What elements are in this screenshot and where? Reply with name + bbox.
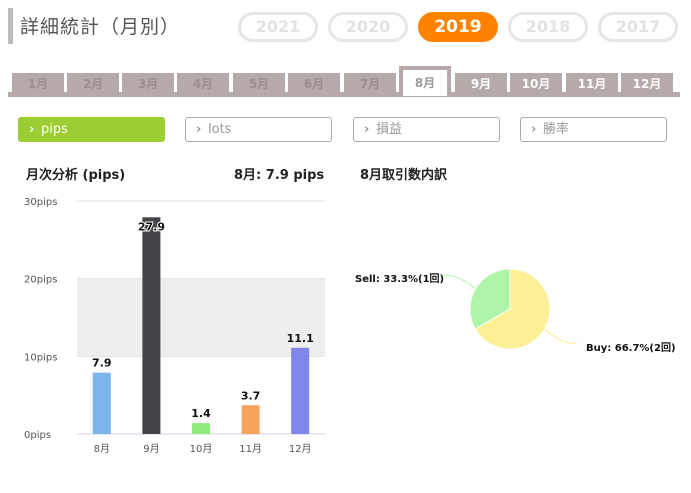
tab-month-1[interactable]: 1月	[12, 73, 64, 95]
monthly-analysis-title: 月次分析 (pips)	[26, 168, 126, 183]
tab-month-8[interactable]: 8月	[399, 66, 451, 96]
bar[interactable]	[291, 347, 310, 434]
tab-month-5[interactable]: 5月	[233, 73, 285, 95]
tab-month-6[interactable]: 6月	[288, 73, 340, 95]
y-tick-label: 10pips	[24, 352, 57, 363]
tab-month-2[interactable]: 2月	[67, 73, 119, 95]
chevron-right-icon: ›	[196, 122, 202, 137]
bar-value-label: 3.7	[241, 389, 261, 402]
current-month-value: 8月: 7.9 pips	[234, 168, 325, 183]
y-tick-label: 30pips	[24, 197, 57, 208]
x-tick-label: 10月	[190, 443, 213, 455]
y-tick-label: 20pips	[24, 275, 57, 286]
bar-value-label: 27.9	[138, 220, 165, 233]
pie-label-sell: Sell: 33.3%(1回)	[355, 274, 445, 285]
chevron-right-icon: ›	[531, 122, 537, 137]
y-tick-label: 0pips	[24, 430, 51, 441]
trade-breakdown-title: 8月取引数内訳	[360, 168, 448, 183]
year-button-2021[interactable]: 2021	[238, 12, 318, 42]
tab-month-7[interactable]: 7月	[344, 73, 396, 95]
month-tabs: 1月 2月 3月 4月 5月 6月 7月 8月 9月 10月 11月 12月	[0, 66, 691, 98]
bar-value-label: 7.9	[92, 357, 112, 370]
metric-button-profit[interactable]: › 損益	[353, 117, 500, 142]
x-tick-label: 9月	[143, 443, 159, 455]
page-title: 詳細統計（月別）	[20, 16, 181, 38]
pie-connector	[544, 328, 579, 345]
metric-button-lots[interactable]: › lots	[185, 117, 332, 142]
tab-month-3[interactable]: 3月	[122, 73, 174, 95]
year-button-2017[interactable]: 2017	[598, 12, 678, 42]
pie-connector	[443, 274, 476, 290]
chevron-right-icon: ›	[364, 122, 370, 137]
metric-label: lots	[208, 122, 232, 137]
tab-month-11[interactable]: 11月	[566, 73, 618, 95]
grid-band	[77, 278, 325, 357]
bar-value-label: 1.4	[191, 407, 211, 420]
bar[interactable]	[142, 217, 161, 434]
metric-label: 損益	[376, 122, 403, 137]
x-tick-label: 11月	[239, 443, 262, 455]
tab-month-10[interactable]: 10月	[510, 73, 562, 95]
year-button-2020[interactable]: 2020	[328, 12, 408, 42]
tab-month-4[interactable]: 4月	[177, 73, 229, 95]
bar[interactable]	[241, 405, 260, 434]
title-accent-bar	[8, 8, 13, 44]
x-tick-label: 8月	[94, 443, 110, 455]
bar[interactable]	[192, 423, 210, 434]
bar[interactable]	[92, 372, 111, 434]
metric-button-winrate[interactable]: › 勝率	[520, 117, 667, 142]
pie-label-buy: Buy: 66.7%(2回)	[586, 343, 676, 354]
metric-button-pips[interactable]: › pips	[18, 117, 165, 142]
x-tick-label: 12月	[289, 443, 312, 455]
chevron-right-icon: ›	[29, 122, 35, 137]
tab-month-12[interactable]: 12月	[621, 73, 673, 95]
bar-value-label: 11.1	[287, 332, 314, 345]
year-button-2019[interactable]: 2019	[418, 12, 498, 42]
year-button-2018[interactable]: 2018	[508, 12, 588, 42]
metric-label: pips	[41, 122, 68, 137]
metric-label: 勝率	[543, 122, 570, 137]
tab-month-9[interactable]: 9月	[455, 73, 507, 95]
